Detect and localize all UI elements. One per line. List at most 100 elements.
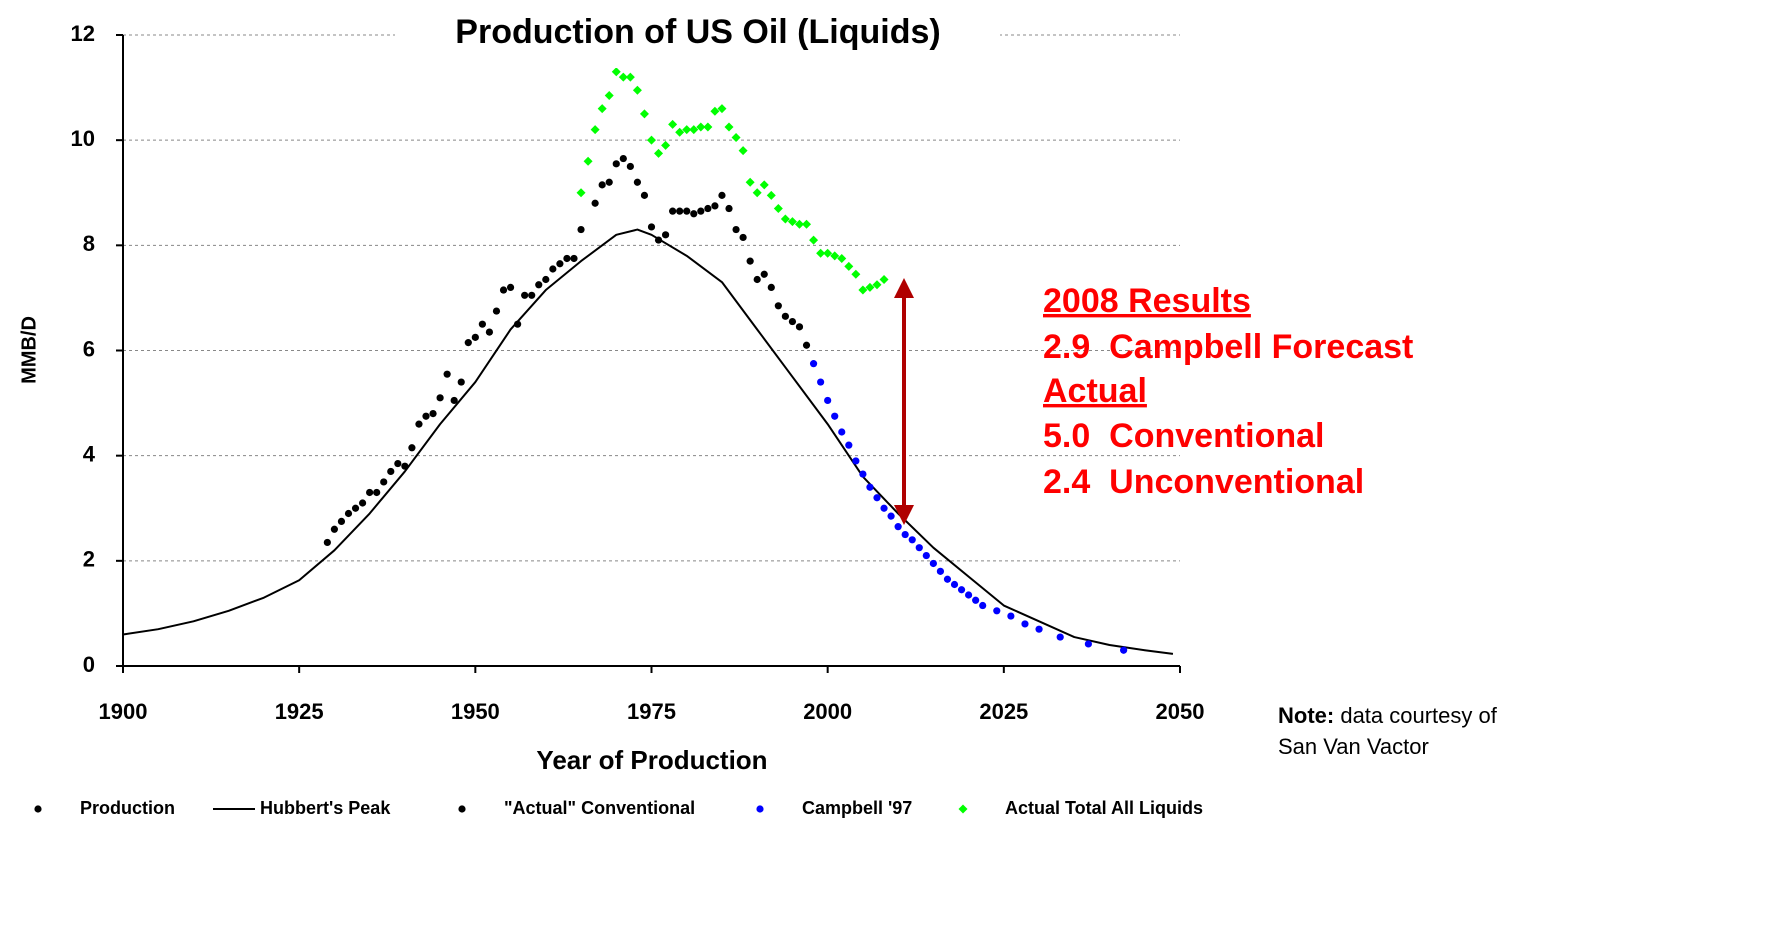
point <box>711 202 719 210</box>
point <box>788 317 797 326</box>
point <box>844 261 854 271</box>
point <box>570 254 578 263</box>
point <box>1021 620 1029 628</box>
point <box>661 140 671 150</box>
point <box>535 281 543 289</box>
point <box>366 488 374 497</box>
note-text: San Van Vactor <box>1278 734 1429 759</box>
point <box>929 559 937 568</box>
point <box>703 122 713 132</box>
point <box>597 104 607 114</box>
point <box>943 575 952 583</box>
y-tick-label: 6 <box>83 336 95 361</box>
x-tick-label: 2025 <box>979 699 1028 724</box>
point <box>668 119 678 129</box>
point <box>690 210 698 218</box>
point <box>612 160 620 168</box>
legend-swatch <box>958 804 968 814</box>
point <box>415 420 423 428</box>
y-tick-label: 2 <box>83 547 95 572</box>
point <box>478 320 486 328</box>
point <box>330 525 338 533</box>
y-tick-label: 0 <box>83 652 95 677</box>
point <box>745 177 755 187</box>
x-tick-label: 1900 <box>99 699 148 724</box>
x-tick-label: 1975 <box>627 699 676 724</box>
point <box>521 291 529 299</box>
point <box>542 275 550 284</box>
point <box>576 188 586 198</box>
point <box>464 339 472 347</box>
x-tick-label: 1950 <box>451 699 500 724</box>
plot <box>122 67 1174 655</box>
point <box>831 412 839 420</box>
point <box>640 191 649 199</box>
point <box>625 72 635 82</box>
point <box>767 283 775 291</box>
point <box>901 530 909 539</box>
title-background <box>395 10 1000 68</box>
point <box>851 269 861 279</box>
point <box>824 396 832 405</box>
point <box>738 146 748 156</box>
point <box>979 601 987 610</box>
point <box>429 410 437 418</box>
point <box>689 125 699 135</box>
point <box>950 580 959 589</box>
point <box>837 253 847 263</box>
point <box>344 509 353 518</box>
note-text: data courtesy of <box>1334 703 1498 728</box>
annotation: 2.4 Unconventional <box>1043 463 1364 501</box>
point <box>654 148 664 158</box>
point <box>485 328 494 336</box>
point <box>766 190 776 200</box>
point <box>697 207 705 215</box>
point <box>1007 612 1015 620</box>
x-tick-label: 2050 <box>1156 699 1205 724</box>
point <box>759 180 769 190</box>
point <box>795 323 804 331</box>
point <box>598 181 606 189</box>
legend-label: "Actual" Conventional <box>504 798 695 818</box>
point <box>604 90 614 100</box>
point <box>351 504 360 512</box>
point <box>450 396 458 405</box>
point <box>506 283 515 291</box>
point <box>563 254 571 263</box>
point <box>639 109 649 119</box>
point <box>323 538 331 547</box>
legend-label: Campbell '97 <box>802 798 912 818</box>
point <box>583 156 593 166</box>
point <box>408 444 416 452</box>
point <box>725 204 733 213</box>
point <box>605 178 613 186</box>
point <box>858 285 868 295</box>
y-axis-title: MMB/D <box>18 316 40 384</box>
point <box>732 225 740 234</box>
point <box>753 275 761 284</box>
point <box>887 512 895 520</box>
point <box>739 233 747 242</box>
point <box>1035 625 1043 633</box>
annotation: 2008 Results <box>1043 282 1251 320</box>
point <box>591 199 599 207</box>
point <box>632 85 642 95</box>
point <box>823 248 833 258</box>
annotation: 2.9 Campbell Forecast <box>1043 328 1413 366</box>
point <box>731 133 741 143</box>
point <box>577 225 585 234</box>
point <box>457 378 465 386</box>
point <box>556 260 564 268</box>
point <box>528 291 536 299</box>
point <box>908 536 916 544</box>
point <box>993 607 1001 615</box>
point <box>915 544 923 552</box>
point <box>373 488 381 497</box>
point <box>830 251 840 261</box>
x-tick-label: 1925 <box>275 699 324 724</box>
point <box>817 378 825 386</box>
point <box>957 586 966 594</box>
point <box>1056 633 1064 641</box>
point <box>499 286 508 294</box>
point <box>492 307 501 315</box>
